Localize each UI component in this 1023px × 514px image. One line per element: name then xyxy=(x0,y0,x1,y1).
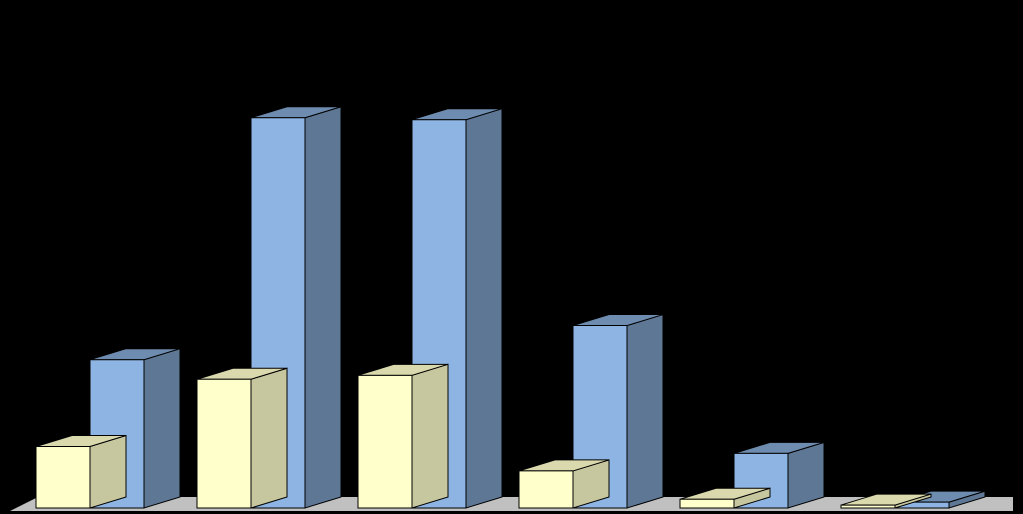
bar-side-face xyxy=(304,106,342,509)
bar-series1-cat4 xyxy=(518,459,610,509)
bar-front-face xyxy=(840,504,896,509)
bar-front-face xyxy=(357,374,413,509)
bar-series1-cat5 xyxy=(679,487,771,509)
bar-front-face xyxy=(679,498,735,509)
bar-series1-cat2 xyxy=(196,367,288,509)
bar-front-face xyxy=(196,378,252,509)
bar-series2-cat1 xyxy=(89,348,181,509)
bar-side-face xyxy=(143,348,181,509)
bar-front-face xyxy=(35,446,91,509)
bars-group xyxy=(35,106,986,509)
bar-series1-cat1 xyxy=(35,434,127,509)
bar-front-face xyxy=(518,470,574,509)
bar-series1-cat6 xyxy=(840,493,932,509)
bar-side-face xyxy=(89,434,127,509)
bar-side-face xyxy=(626,313,664,509)
bar-side-face xyxy=(250,367,288,509)
bar-side-face xyxy=(465,108,503,509)
bar-series1-cat3 xyxy=(357,363,449,509)
bar-side-face xyxy=(411,363,449,509)
